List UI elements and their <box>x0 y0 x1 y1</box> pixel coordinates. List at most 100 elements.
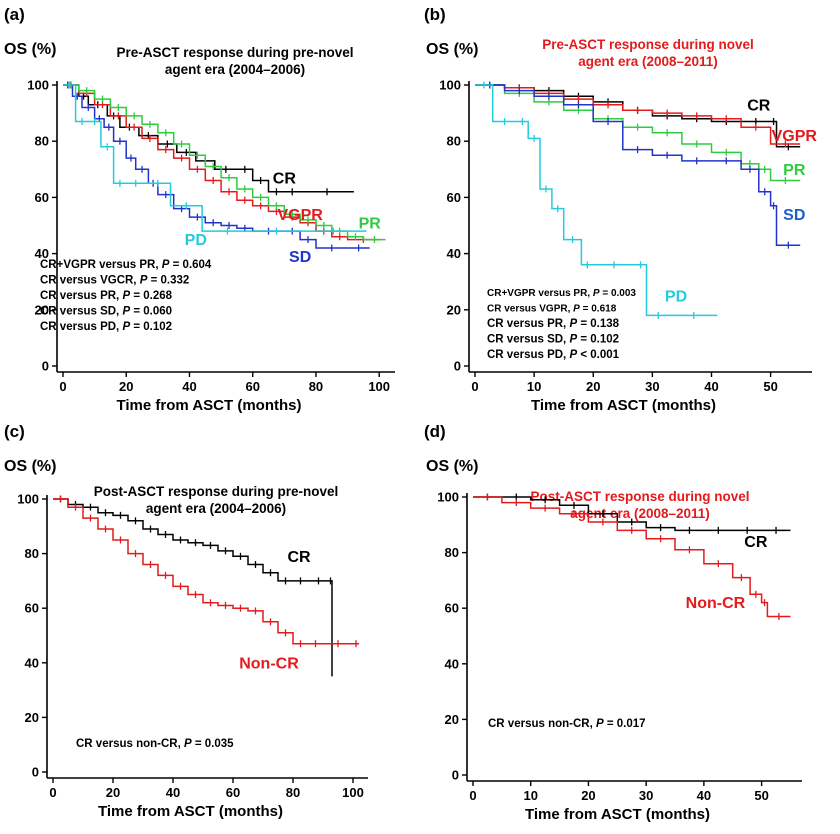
p-value-annotation: CR+VGPR versus PR, P = 0.604 <box>40 259 212 271</box>
km-chart-c: (c) OS (%) Post-ASCT response during pre-n… <box>4 422 368 820</box>
x-tick-label: 40 <box>182 379 196 394</box>
p-value-annotation: CR versus PR, P = 0.138 <box>487 318 620 330</box>
y-tick-label: 40 <box>35 246 49 261</box>
x-tick-label: 30 <box>645 379 659 394</box>
x-tick-label: 80 <box>309 379 323 394</box>
y-tick-label: 0 <box>452 768 459 783</box>
y-tick-label: 100 <box>17 492 39 507</box>
x-tick-label: 20 <box>106 785 120 800</box>
y-tick-label: 40 <box>447 246 461 261</box>
x-tick-label: 40 <box>166 785 180 800</box>
y-axis-label: OS (%) <box>426 41 478 58</box>
series-label: CR <box>273 170 297 187</box>
km-curve-pr <box>63 84 386 241</box>
chart-title-line: agent era (2008–2011) <box>578 54 718 69</box>
y-tick-label: 80 <box>25 546 39 561</box>
chart-title-line: Pre-ASCT response during novel <box>542 37 754 52</box>
y-tick-label: 60 <box>25 601 39 616</box>
series-label: VGPR <box>772 128 818 145</box>
km-curve-pr <box>475 84 801 182</box>
panel-a: (a) OS (%) Pre-ASCT response during pre-no… <box>0 0 420 417</box>
km-curve-non-cr <box>53 498 359 645</box>
p-value-annotation: CR versus SD, P = 0.060 <box>40 306 172 318</box>
p-value-annotation: CR versus PR, P = 0.268 <box>40 290 173 302</box>
y-axis-label: OS (%) <box>426 458 478 475</box>
km-chart-d: (d) OS (%) Post-ASCT response during novel… <box>424 422 802 823</box>
x-tick-label: 20 <box>119 379 133 394</box>
chart-title-line: Post-ASCT response during novel <box>530 489 749 504</box>
y-tick-label: 60 <box>447 190 461 205</box>
panel-d: (d) OS (%) Post-ASCT response during novel… <box>420 417 840 834</box>
y-tick-label: 80 <box>445 545 459 560</box>
km-chart-a: (a) OS (%) Pre-ASCT response during pre-no… <box>4 5 395 414</box>
panel-label: (b) <box>424 5 446 24</box>
y-axis-label: OS (%) <box>4 458 56 475</box>
y-tick-label: 0 <box>32 765 39 780</box>
p-value-annotation: CR versus VGCR, P = 0.332 <box>40 275 189 287</box>
x-tick-label: 60 <box>245 379 259 394</box>
x-tick-label: 50 <box>754 788 768 803</box>
series-label: CR <box>747 97 771 114</box>
chart-title-line: agent era (2004–2006) <box>146 501 286 516</box>
chart-title-line: agent era (2008–2011) <box>570 506 710 521</box>
y-tick-label: 100 <box>27 78 49 93</box>
y-tick-label: 20 <box>445 712 459 727</box>
y-tick-label: 100 <box>437 490 459 505</box>
p-value-annotation: CR versus PD, P < 0.001 <box>487 349 620 361</box>
x-tick-label: 20 <box>581 788 595 803</box>
x-tick-label: 20 <box>586 379 600 394</box>
x-tick-label: 100 <box>342 785 364 800</box>
series-label: PR <box>783 162 806 179</box>
y-tick-label: 100 <box>439 78 461 93</box>
km-curve-pd <box>63 84 367 232</box>
series-label: CR <box>287 549 311 566</box>
panel-c: (c) OS (%) Post-ASCT response during pre-n… <box>0 417 420 834</box>
km-curve-cr <box>63 84 354 193</box>
chart-title-line: Post-ASCT response during pre-novel <box>94 484 339 499</box>
series-label: SD <box>289 249 311 266</box>
km-curve-sd <box>475 84 801 246</box>
series-label: PD <box>665 288 687 305</box>
x-axis-label: Time from ASCT (months) <box>98 803 283 820</box>
y-tick-label: 60 <box>445 601 459 616</box>
y-tick-label: 40 <box>445 656 459 671</box>
p-value-annotation: CR versus non-CR, P = 0.017 <box>488 718 646 730</box>
km-curve-pd <box>475 84 718 317</box>
y-tick-label: 20 <box>25 710 39 725</box>
x-tick-label: 0 <box>49 785 56 800</box>
x-axis-label: Time from ASCT (months) <box>116 397 301 414</box>
y-tick-label: 60 <box>35 190 49 205</box>
series-label: Non-CR <box>686 595 746 612</box>
y-tick-label: 20 <box>35 302 49 317</box>
x-tick-label: 80 <box>286 785 300 800</box>
x-tick-label: 60 <box>226 785 240 800</box>
chart-title-line: agent era (2004–2006) <box>165 62 305 77</box>
y-tick-label: 40 <box>25 655 39 670</box>
series-label: PD <box>185 232 207 249</box>
y-tick-label: 20 <box>447 302 461 317</box>
y-tick-label: 80 <box>35 134 49 149</box>
series-label: CR <box>744 534 768 551</box>
p-value-annotation: CR+VGPR versus PR, P = 0.003 <box>487 288 636 299</box>
panel-label: (c) <box>4 422 25 441</box>
x-tick-label: 0 <box>471 379 478 394</box>
series-label: Non-CR <box>239 655 299 672</box>
km-curve-cr <box>475 84 801 148</box>
panel-label: (d) <box>424 422 446 441</box>
y-tick-label: 80 <box>447 134 461 149</box>
y-tick-label: 0 <box>42 359 49 374</box>
x-tick-label: 10 <box>527 379 541 394</box>
x-tick-label: 40 <box>704 379 718 394</box>
p-value-annotation: CR versus SD, P = 0.102 <box>487 334 619 346</box>
x-tick-label: 50 <box>763 379 777 394</box>
x-axis-label: Time from ASCT (months) <box>525 806 710 823</box>
series-label: SD <box>783 207 805 224</box>
series-label: VGPR <box>277 207 323 224</box>
x-tick-label: 10 <box>523 788 537 803</box>
x-tick-label: 100 <box>368 379 390 394</box>
x-tick-label: 0 <box>59 379 66 394</box>
km-chart-b: (b) OS (%) Pre-ASCT response during novel a… <box>424 5 818 414</box>
p-value-annotation: CR versus non-CR, P = 0.035 <box>76 738 234 750</box>
km-curve-cr <box>473 496 791 532</box>
x-tick-label: 40 <box>697 788 711 803</box>
